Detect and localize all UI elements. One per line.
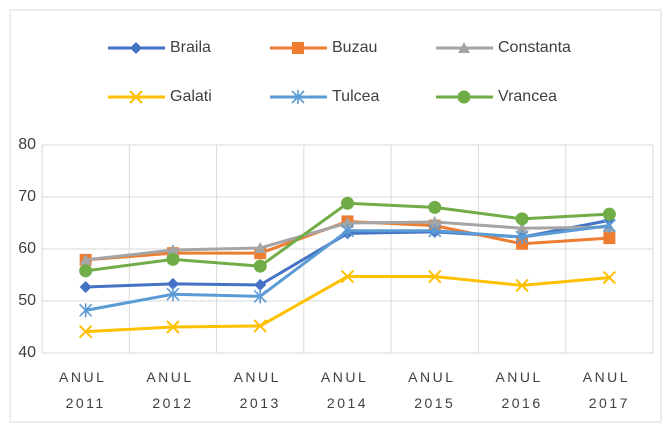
marker bbox=[603, 232, 616, 245]
marker bbox=[79, 303, 93, 318]
marker bbox=[253, 259, 267, 273]
x-tick-label: ANUL 2013 bbox=[234, 369, 287, 411]
legend-label: Tulcea bbox=[332, 88, 380, 105]
marker bbox=[253, 319, 267, 333]
x-tick-label: ANUL 2017 bbox=[583, 369, 636, 411]
marker bbox=[428, 215, 441, 227]
legend-label: Braila bbox=[170, 39, 211, 56]
y-tick-label: 80 bbox=[18, 136, 36, 153]
marker bbox=[79, 264, 93, 278]
marker bbox=[253, 289, 267, 304]
marker bbox=[602, 270, 617, 285]
marker bbox=[428, 200, 442, 214]
series bbox=[78, 269, 617, 339]
marker bbox=[79, 253, 92, 265]
marker bbox=[166, 244, 179, 256]
marker bbox=[341, 196, 354, 210]
marker bbox=[78, 324, 93, 339]
legend-label: Constanta bbox=[498, 39, 571, 56]
marker bbox=[166, 287, 180, 302]
marker bbox=[166, 277, 179, 290]
series bbox=[79, 215, 616, 265]
x-tick-label: ANUL 2016 bbox=[495, 369, 548, 411]
legend-marker bbox=[130, 42, 142, 54]
marker bbox=[254, 278, 267, 291]
marker bbox=[516, 222, 529, 234]
marker bbox=[166, 320, 180, 334]
marker bbox=[428, 223, 442, 238]
marker bbox=[341, 217, 354, 228]
marker bbox=[428, 269, 442, 284]
y-tick-label: 70 bbox=[18, 188, 36, 205]
marker bbox=[602, 207, 616, 221]
legend-marker bbox=[458, 42, 470, 53]
legend-marker bbox=[457, 90, 471, 104]
x-tick-label: ANUL 2012 bbox=[146, 369, 199, 411]
legend-marker bbox=[291, 90, 305, 104]
marker bbox=[254, 241, 267, 253]
y-tick-label: 60 bbox=[18, 240, 36, 257]
x-tick-label: ANUL 2014 bbox=[321, 369, 374, 411]
marker bbox=[515, 278, 529, 293]
series bbox=[79, 218, 616, 318]
y-tick-label: 50 bbox=[18, 292, 36, 309]
marker bbox=[515, 230, 529, 245]
legend-marker bbox=[292, 42, 304, 54]
x-tick-label: ANUL 2011 bbox=[59, 369, 112, 411]
marker bbox=[79, 280, 92, 293]
legend-label: Vrancea bbox=[498, 88, 557, 105]
legend-marker bbox=[129, 90, 143, 104]
marker bbox=[515, 212, 529, 226]
legend-label: Buzau bbox=[332, 39, 377, 56]
series bbox=[79, 196, 616, 278]
y-tick-label: 40 bbox=[18, 344, 36, 361]
x-tick-label: ANUL 2015 bbox=[408, 369, 461, 411]
marker bbox=[602, 218, 616, 233]
marker bbox=[340, 223, 355, 238]
marker bbox=[166, 252, 180, 266]
legend-label: Galati bbox=[170, 88, 212, 105]
marker bbox=[340, 269, 355, 284]
